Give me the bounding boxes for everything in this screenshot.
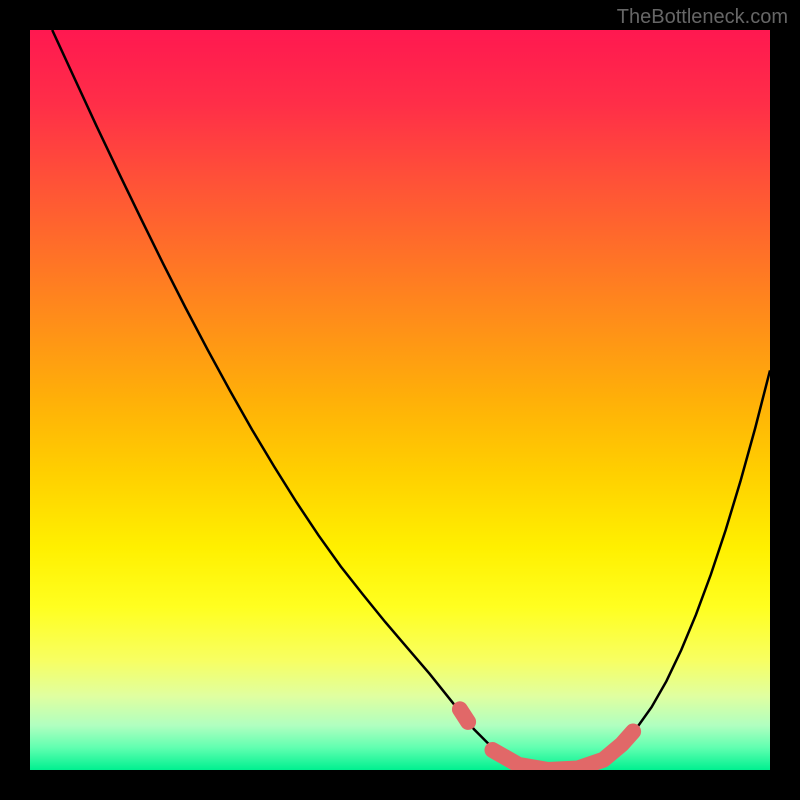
marker-segment bbox=[460, 709, 468, 722]
marker-segment bbox=[493, 732, 634, 770]
curve-overlay bbox=[30, 30, 770, 770]
watermark-text: TheBottleneck.com bbox=[617, 6, 788, 29]
chart-area bbox=[30, 30, 770, 770]
bottleneck-curve bbox=[52, 30, 770, 770]
